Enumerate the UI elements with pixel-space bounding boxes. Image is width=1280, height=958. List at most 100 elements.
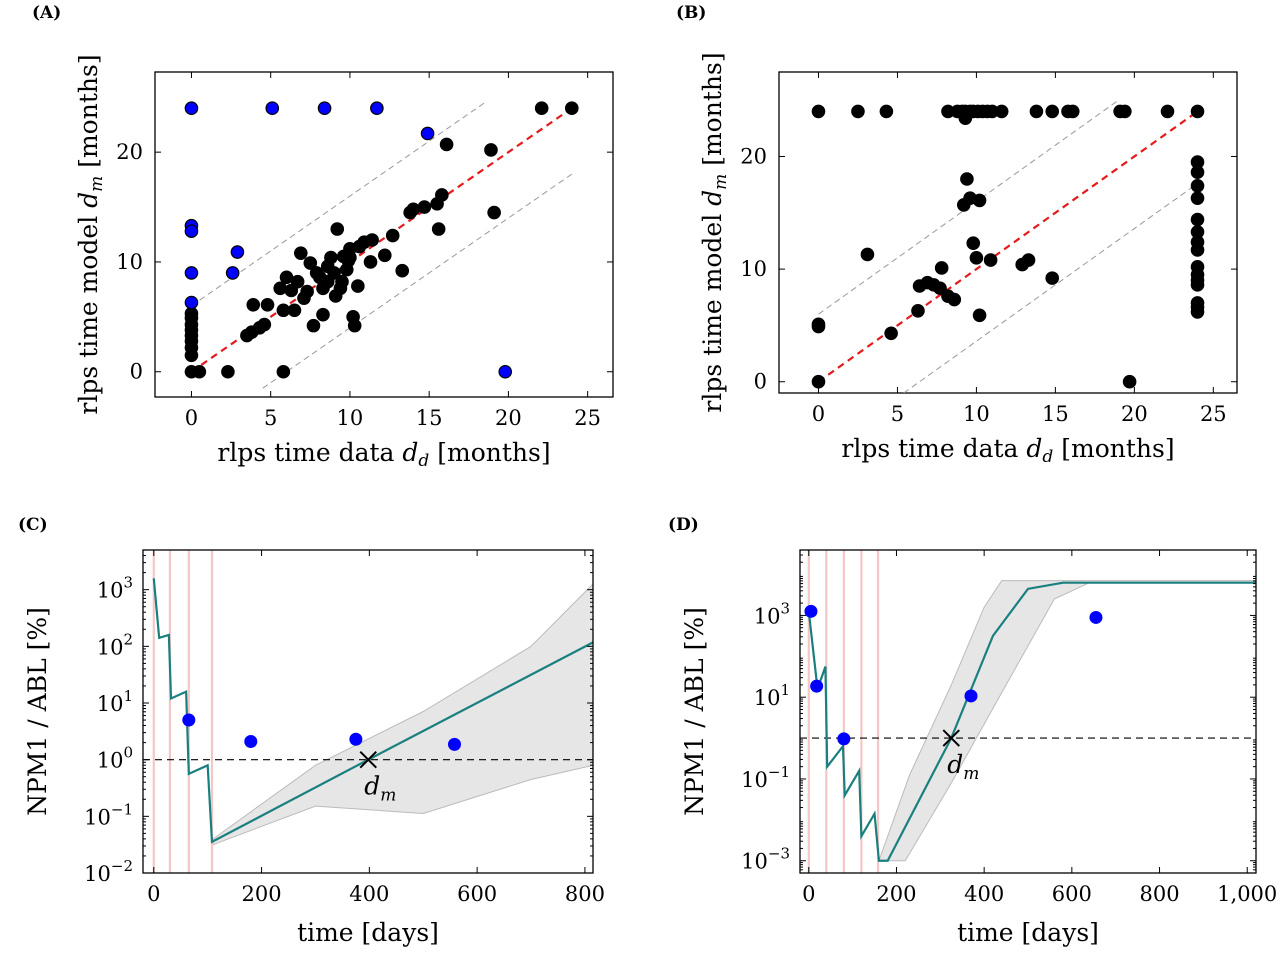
y-tick-base: 10 (97, 579, 124, 603)
data-point (1065, 104, 1080, 119)
data-point-blue (244, 735, 258, 749)
x-label-var: d (402, 438, 418, 467)
data-point (487, 205, 501, 220)
data-point (1045, 104, 1060, 119)
data-point (1029, 104, 1044, 119)
data-point (377, 248, 392, 263)
data-point (395, 263, 410, 278)
y-tick-base: 10 (754, 686, 781, 710)
crossing-label-sub: m (963, 764, 979, 784)
data-point (879, 104, 894, 119)
data-point (811, 319, 826, 334)
data-point-blue (184, 101, 199, 116)
data-point (1122, 374, 1137, 389)
y-tick-base: 10 (741, 850, 768, 874)
x-tick-label: 600 (457, 882, 497, 906)
data-point (273, 281, 287, 296)
y-label-var: d (74, 192, 103, 208)
y-axis-label: NPM1 / ABL [%] (680, 607, 709, 816)
x-tick-label: 400 (349, 882, 389, 906)
data-point-blue (184, 266, 199, 280)
data-point (365, 233, 379, 247)
y-label-var: d (698, 190, 727, 206)
data-point (363, 255, 378, 269)
x-tick-label: 200 (242, 882, 282, 906)
x-tick-label: 1,000 (1217, 882, 1277, 906)
y-tick-label: 101 (754, 681, 790, 710)
x-tick-label: 0 (147, 882, 160, 906)
data-point (347, 318, 362, 333)
y-label-unit: [months] (698, 52, 727, 173)
x-axis-label: time [days] (957, 918, 1099, 947)
data-point (934, 261, 949, 275)
crossing-label-var: d (947, 750, 963, 779)
data-point (1160, 104, 1175, 119)
x-tick-label: 25 (574, 406, 601, 430)
data-point (335, 274, 349, 289)
x-label-unit: [months] (1053, 434, 1174, 463)
panel-label: (A) (32, 3, 61, 23)
y-tick-exponent: 1 (780, 681, 790, 699)
panel-label: (C) (18, 515, 48, 535)
data-point (439, 137, 454, 152)
data-point-blue (370, 101, 384, 116)
data-point (431, 222, 446, 236)
y-tick-label: 0 (754, 370, 767, 394)
x-label-main: rlps time data (841, 434, 1026, 463)
data-point (1190, 212, 1205, 227)
data-point (192, 364, 207, 379)
x-tick-label: 5 (264, 406, 277, 430)
cross-stroke (359, 750, 377, 769)
x-tick-label: 20 (495, 406, 522, 430)
x-tick-label: 15 (1042, 402, 1069, 426)
data-point-blue (230, 245, 245, 259)
plot-frame (799, 549, 1257, 874)
data-point (385, 228, 400, 243)
y-axis-label: NPM1 / ABL [%] (23, 607, 52, 816)
data-point-blue (498, 364, 513, 379)
y-tick-base: 10 (84, 805, 111, 829)
data-point-blue (420, 126, 435, 141)
plot-area (800, 550, 1256, 873)
data-point (911, 303, 925, 318)
x-tick-label: 0 (185, 406, 198, 430)
data-point (960, 172, 974, 186)
data-point (300, 284, 314, 299)
data-point-blue (184, 224, 199, 239)
data-point (958, 111, 973, 125)
x-label-var: d (1026, 434, 1042, 463)
x-tick-label: 800 (565, 882, 605, 906)
y-label-sub: m (87, 176, 107, 192)
x-tick-label: 10 (963, 402, 990, 426)
panel-label: (D) (668, 515, 699, 535)
y-tick-base: 10 (84, 862, 111, 886)
y-tick-label: 10 (116, 250, 143, 274)
x-tick-label: 0 (812, 402, 825, 426)
plot-area (184, 101, 579, 389)
model-line (152, 578, 593, 844)
data-point (293, 246, 308, 260)
x-tick-label: 20 (1121, 402, 1148, 426)
data-point-blue (349, 732, 363, 746)
crossing-marker (359, 750, 377, 769)
data-point-blue (182, 713, 196, 727)
y-tick-base: 10 (741, 768, 768, 792)
x-tick-label: 15 (416, 406, 443, 430)
x-label-main: rlps time data (217, 438, 402, 467)
crossing-marker (942, 729, 960, 747)
tolerance-band-line (903, 183, 1198, 393)
data-point (534, 101, 549, 116)
data-point (324, 250, 338, 265)
data-point (1045, 271, 1060, 285)
y-axis-label: rlps time model dm [months] (698, 52, 731, 412)
confidence-band (878, 580, 1256, 862)
data-point (884, 326, 898, 341)
y-tick-base: 10 (97, 692, 124, 716)
y-tick-exponent: −3 (768, 845, 790, 863)
y-label-main: rlps time model (74, 208, 103, 415)
data-point-blue (1089, 610, 1103, 624)
data-point-blue (810, 679, 824, 693)
data-point (1190, 104, 1205, 119)
y-tick-base: 10 (754, 604, 781, 628)
